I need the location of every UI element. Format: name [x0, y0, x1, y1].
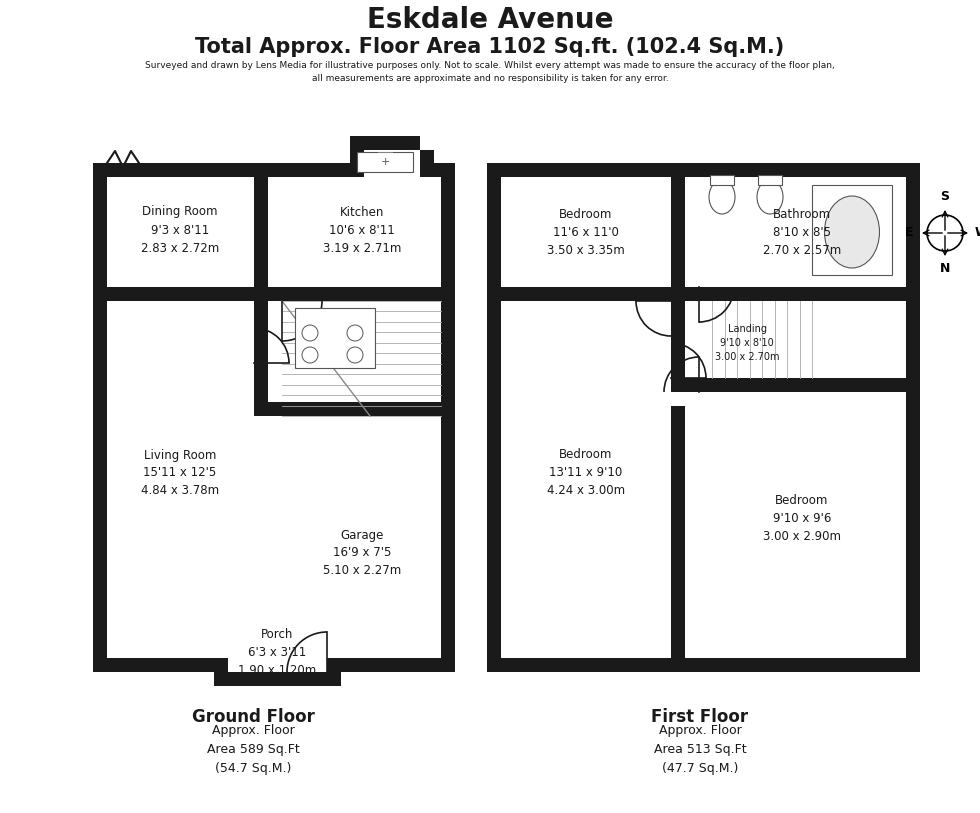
- Ellipse shape: [709, 180, 735, 214]
- Bar: [93, 287, 455, 301]
- Bar: [107, 177, 254, 287]
- Bar: [487, 163, 501, 672]
- Text: Bedroom
9'10 x 9'6
3.00 x 2.90m: Bedroom 9'10 x 9'6 3.00 x 2.90m: [763, 493, 841, 542]
- Bar: [357, 152, 413, 172]
- Text: +: +: [380, 157, 390, 167]
- Bar: [671, 378, 912, 392]
- Bar: [228, 631, 327, 686]
- Text: Bedroom
13'11 x 9'10
4.24 x 3.00m: Bedroom 13'11 x 9'10 4.24 x 3.00m: [547, 449, 625, 498]
- Bar: [487, 287, 920, 301]
- Bar: [487, 658, 920, 672]
- Text: E: E: [905, 227, 913, 240]
- Bar: [710, 175, 734, 185]
- Bar: [671, 406, 685, 672]
- Bar: [282, 430, 455, 672]
- Text: W: W: [974, 227, 980, 240]
- Bar: [441, 416, 455, 672]
- Bar: [487, 163, 920, 177]
- Bar: [327, 658, 341, 672]
- Bar: [341, 658, 455, 672]
- Text: First Floor: First Floor: [652, 708, 749, 726]
- Text: Porch
6'3 x 3'11
1.90 x 1.20m: Porch 6'3 x 3'11 1.90 x 1.20m: [238, 628, 317, 677]
- Bar: [214, 658, 228, 672]
- Text: Bedroom
11'6 x 11'0
3.50 x 3.35m: Bedroom 11'6 x 11'0 3.50 x 3.35m: [547, 208, 625, 258]
- Bar: [699, 177, 906, 287]
- Text: Living Room
15'11 x 12'5
4.84 x 3.78m: Living Room 15'11 x 12'5 4.84 x 3.78m: [141, 449, 220, 498]
- Bar: [295, 308, 375, 368]
- Bar: [214, 672, 341, 686]
- Bar: [282, 177, 441, 287]
- Bar: [327, 658, 341, 686]
- Text: Bathroom
8'10 x 8'5
2.70 x 2.57m: Bathroom 8'10 x 8'5 2.70 x 2.57m: [762, 208, 841, 258]
- Bar: [758, 175, 782, 185]
- Bar: [214, 658, 228, 686]
- Text: Garage
16'9 x 7'5
5.10 x 2.27m: Garage 16'9 x 7'5 5.10 x 2.27m: [322, 528, 401, 577]
- Ellipse shape: [824, 196, 879, 268]
- Text: Eskdale Avenue: Eskdale Avenue: [367, 6, 613, 34]
- Text: Approx. Floor
Area 513 Sq.Ft
(47.7 Sq.M.): Approx. Floor Area 513 Sq.Ft (47.7 Sq.M.…: [654, 724, 747, 775]
- Bar: [812, 185, 892, 275]
- Bar: [699, 378, 906, 672]
- Text: Landing
9'10 x 8'10
3.00 x 2.70m: Landing 9'10 x 8'10 3.00 x 2.70m: [714, 324, 779, 362]
- Text: Total Approx. Floor Area 1102 Sq.ft. (102.4 Sq.M.): Total Approx. Floor Area 1102 Sq.ft. (10…: [195, 37, 785, 57]
- Bar: [699, 301, 812, 378]
- Bar: [441, 163, 455, 416]
- Bar: [254, 177, 268, 416]
- Bar: [282, 301, 441, 416]
- Ellipse shape: [757, 180, 783, 214]
- Bar: [107, 301, 401, 672]
- Bar: [906, 163, 920, 672]
- Bar: [357, 150, 413, 177]
- Bar: [93, 163, 107, 672]
- Text: Dining Room
9'3 x 8'11
2.83 x 2.72m: Dining Room 9'3 x 8'11 2.83 x 2.72m: [141, 206, 220, 254]
- Bar: [93, 163, 357, 177]
- Text: S: S: [941, 190, 950, 203]
- Text: N: N: [940, 263, 951, 276]
- Bar: [671, 163, 685, 392]
- Bar: [350, 150, 364, 177]
- Bar: [350, 136, 420, 150]
- Text: Kitchen
10'6 x 8'11
3.19 x 2.71m: Kitchen 10'6 x 8'11 3.19 x 2.71m: [322, 206, 401, 254]
- Bar: [501, 301, 671, 672]
- Text: Approx. Floor
Area 589 Sq.Ft
(54.7 Sq.M.): Approx. Floor Area 589 Sq.Ft (54.7 Sq.M.…: [207, 724, 299, 775]
- Text: Ground Floor: Ground Floor: [191, 708, 315, 726]
- Bar: [501, 177, 671, 287]
- Bar: [420, 163, 455, 177]
- Bar: [254, 402, 441, 416]
- Bar: [420, 150, 434, 177]
- Text: Surveyed and drawn by Lens Media for illustrative purposes only. Not to scale. W: Surveyed and drawn by Lens Media for ill…: [145, 61, 835, 83]
- Bar: [93, 658, 214, 672]
